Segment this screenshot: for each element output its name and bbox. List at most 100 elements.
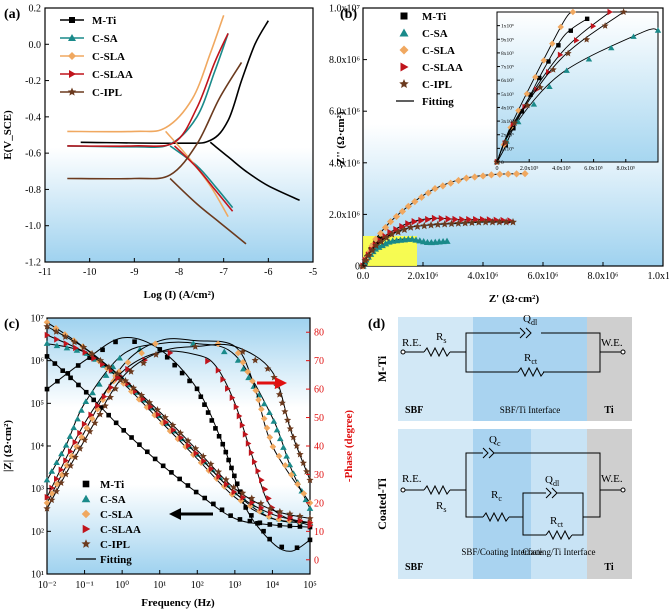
panel-b-point-c-ipl <box>377 237 386 245</box>
panel-c-phase-point-c-ipl <box>91 419 99 427</box>
inset-fit-c-sa <box>496 28 659 163</box>
panel-c-z-point-m-ti <box>83 389 89 395</box>
panel-c-phase-point-c-ipl <box>299 459 307 467</box>
inset-xtick-label: 4.0x10⁵ <box>552 166 571 172</box>
panel-c-z-point-c-ipl <box>61 333 69 341</box>
bottom-qc-label: Qc <box>489 434 501 448</box>
panel-c-z-point-m-ti <box>257 520 263 526</box>
panel-c-phase-point-c-sa <box>280 444 287 450</box>
panel-c-phase-point-m-ti <box>100 347 105 353</box>
bottom-we-label: W.E. <box>601 473 623 485</box>
panel-c-phase-point-c-sa <box>109 363 117 370</box>
panel-a-ytick-label: -1.2 <box>25 258 41 269</box>
polarization-panel: (a) -11 -10 -9 -8 -7 -6 -5 -1.2 -1.0 -0.8 -0.6 -0.4… <box>2 4 317 302</box>
panel-c-phase-point-c-ipl <box>101 402 109 409</box>
panel-c-phase-point-m-ti <box>209 418 215 423</box>
panel-c-phase-point-m-ti <box>232 473 237 479</box>
inset-point-c-slaa <box>607 8 613 16</box>
panel-b-xtick-label: 2.0x10⁶ <box>408 271 440 282</box>
panel-c-xtick-label: 10³ <box>228 580 241 591</box>
panel-c-z-point-c-ipl <box>121 376 130 384</box>
panel-c-phase-point-c-sa <box>102 372 110 378</box>
panel-c-phase-point-m-ti <box>243 505 249 510</box>
panel-b-xlabel: Z' (Ω·cm²) <box>489 293 540 305</box>
panel-b-legend-marker <box>399 28 409 37</box>
bottom-region-sbf-label: SBF <box>405 562 423 573</box>
panel-c-z-point-c-ipl <box>222 475 230 483</box>
panel-a-legend-text: M-Ti <box>92 15 116 27</box>
panel-c-z-point-m-ti <box>277 523 283 528</box>
inset-point-c-sa <box>630 33 637 39</box>
bottom-region-coating-label: SBF/Coating Interface <box>461 547 542 557</box>
panel-c-z-point-m-ti <box>287 523 293 529</box>
inset-point-c-ipl <box>564 49 572 57</box>
inset-point-c-slaa <box>590 22 597 30</box>
panel-a-ticks: -11 -10 -9 -8 -7 -6 -5 -1.2 -1.0 -0.8 -0.6 -0.4 -0.2… <box>25 4 317 279</box>
panel-c-z-point-m-ti <box>160 463 166 469</box>
panel-c-phase-point-c-slaa <box>125 365 131 373</box>
panel-c-z-point-m-ti <box>137 442 142 447</box>
inset-point-c-sla <box>532 73 539 81</box>
panel-b-point-c-ipl <box>427 221 435 229</box>
bottom-qdl-label: Qdl <box>545 474 560 488</box>
panel-c-z-point-c-sla <box>52 325 60 332</box>
inset-point-c-sa <box>654 27 662 33</box>
panel-b-point-c-sla <box>386 218 395 226</box>
panel-a-legend-marker <box>67 87 77 96</box>
panel-b-xtick-label: 0.0 <box>357 271 370 282</box>
panel-c-z-point-c-slaa <box>73 344 79 352</box>
panel-c-z-point-c-ipl <box>153 406 162 413</box>
panel-c-phase-point-c-slaa <box>248 449 255 456</box>
panel-b-legend-marker <box>399 45 409 55</box>
panel-c-phase-point-c-slaa <box>220 376 227 383</box>
panel-c-phase-point-c-slaa <box>101 393 108 400</box>
panel-c-phase-point-c-sla <box>115 368 123 376</box>
panel-c-legend-text: M-Ti <box>100 479 124 491</box>
panel-c-legend-text: C-SA <box>100 494 126 506</box>
bottom-re-label: R.E. <box>402 473 422 485</box>
panel-b-point-c-sla <box>404 202 413 210</box>
panel-b-point-c-ipl <box>361 256 370 264</box>
inset-ytick-label: 9x10⁵ <box>501 37 514 43</box>
panel-c-phase-point-c-sla <box>294 480 301 488</box>
panel-c-phase-point-c-slaa <box>63 457 69 464</box>
panel-c-phase-point-c-ipl <box>303 467 311 475</box>
panel-c-legend-text: C-SLAA <box>100 524 141 536</box>
panel-c-phase-point-c-slaa <box>245 440 252 447</box>
panel-c-phase-point-m-ti <box>234 481 240 487</box>
panel-c-phase-point-c-ipl <box>264 365 272 372</box>
panel-c-phase-point-c-ipl <box>306 476 314 484</box>
panel-c-phase-point-c-slaa <box>215 366 222 374</box>
inset-ytick-label: 4x10⁵ <box>501 105 514 111</box>
panel-c-phase-point-c-ipl <box>86 427 94 435</box>
panel-c-z-point-c-ipl <box>266 504 274 512</box>
panel-b-point-c-sla <box>368 242 376 250</box>
panel-c-z-point-c-ipl <box>257 499 265 507</box>
panel-c-ylabel: |Z| (Ω·cm²) <box>2 420 14 472</box>
inset-ytick-label: 5x10⁵ <box>501 92 514 98</box>
panel-c-ytick-label: 10³ <box>31 484 44 495</box>
inset-point-c-ipl <box>549 65 557 73</box>
panel-c-phase-point-c-sa <box>266 409 273 415</box>
panel-a-xtick-label: -11 <box>39 267 52 278</box>
panel-c-phase-point-c-sa <box>260 400 268 407</box>
panel-b-xtick-label: 6.0x10⁶ <box>528 271 560 282</box>
panel-c-z-point-c-slaa <box>170 426 177 434</box>
inset-point-m-ti <box>537 75 542 81</box>
panel-c-phase-point-c-slaa <box>115 374 121 382</box>
panel-c-z-point-c-slaa <box>208 465 215 473</box>
panel-c-ticks: 10⁻² 10⁻¹ 10⁰ 10¹ 10² 10³ 10⁴ 10⁵ 10¹ 10² 10³ 10⁴ 10… <box>31 314 325 592</box>
panel-c-ytick-right-label: 20 <box>314 498 324 509</box>
top-rct-label: Rct <box>524 352 538 366</box>
panel-c-ylabel-right: -Phase (degree) <box>343 410 355 483</box>
panel-c-z-point-c-ipl <box>306 514 314 522</box>
panel-b-point-c-sla <box>487 171 495 179</box>
panel-c-phase-point-c-ipl <box>278 399 286 407</box>
panel-c-z-point-c-ipl <box>88 350 96 357</box>
panel-c-phase-point-c-sla <box>258 405 265 413</box>
panel-c-phase-point-c-ipl <box>76 444 84 452</box>
bode-panel: (c) 10⁻² 10⁻¹ 10⁰ 10¹ 10² 10³ 10⁴ 10⁵10¹10²10³1… <box>2 314 355 610</box>
panel-c-z-point-c-ipl <box>129 384 138 392</box>
top-region-sbf-label: SBF <box>405 405 423 416</box>
panel-c-phase-point-c-slaa <box>251 458 258 466</box>
